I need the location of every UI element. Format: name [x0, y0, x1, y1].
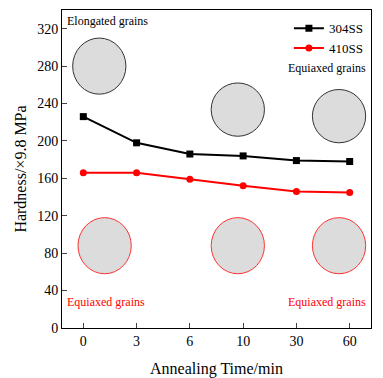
svg-text:280: 280 — [37, 59, 58, 74]
svg-text:0: 0 — [80, 334, 87, 349]
svg-text:304SS: 304SS — [329, 21, 363, 36]
svg-text:200: 200 — [37, 134, 58, 149]
svg-text:60: 60 — [343, 334, 357, 349]
svg-text:Equiaxed grains: Equiaxed grains — [67, 295, 145, 309]
svg-text:Elongated grains: Elongated grains — [67, 14, 148, 28]
svg-text:10: 10 — [236, 334, 250, 349]
svg-text:6: 6 — [186, 334, 193, 349]
svg-text:320: 320 — [37, 22, 58, 37]
svg-text:410SS: 410SS — [329, 41, 363, 56]
svg-text:40: 40 — [44, 283, 58, 298]
svg-text:120: 120 — [37, 209, 58, 224]
svg-text:160: 160 — [37, 171, 58, 186]
svg-text:Annealing Time/min: Annealing Time/min — [150, 360, 283, 378]
svg-text:Hardness/×9.8 MPa: Hardness/×9.8 MPa — [12, 105, 29, 232]
svg-text:Equiaxed grains: Equiaxed grains — [288, 295, 366, 309]
svg-text:Equiaxed grains: Equiaxed grains — [288, 61, 366, 75]
svg-text:30: 30 — [289, 334, 303, 349]
svg-text:3: 3 — [133, 334, 140, 349]
svg-text:80: 80 — [44, 246, 58, 261]
svg-text:0: 0 — [51, 321, 58, 336]
svg-text:240: 240 — [37, 96, 58, 111]
